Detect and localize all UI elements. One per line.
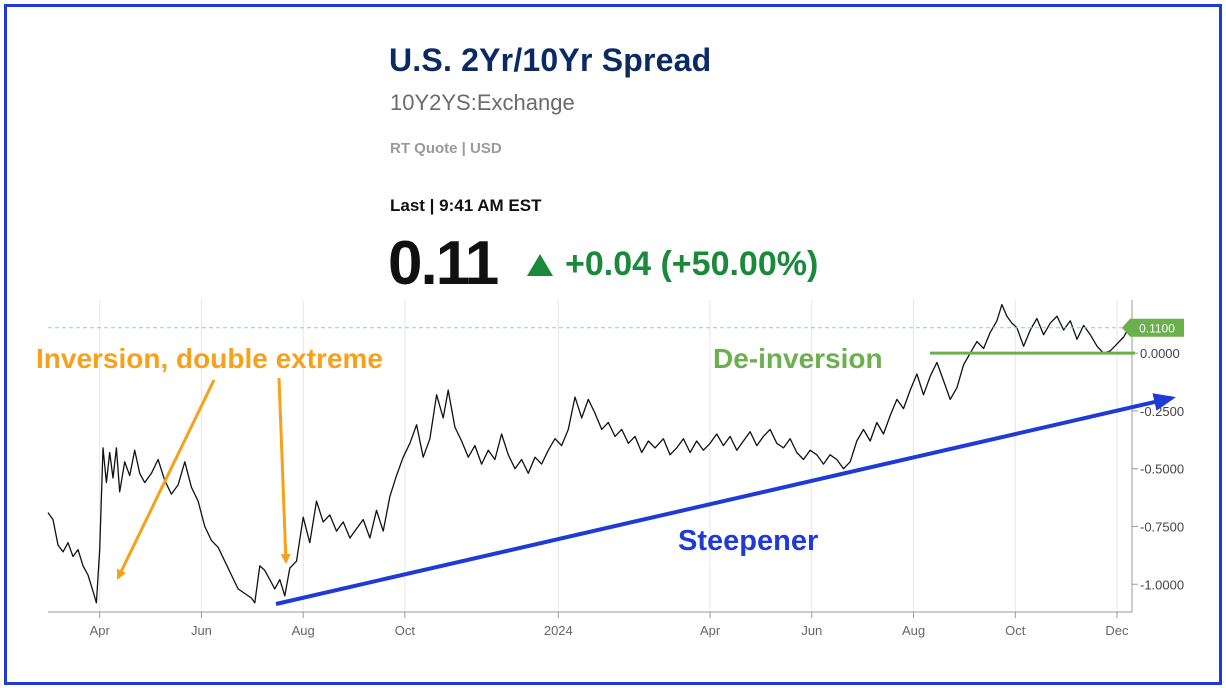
steepener-label: Steepener <box>678 525 818 557</box>
x-tick-label: Apr <box>700 623 721 638</box>
x-tick-label: Aug <box>292 623 315 638</box>
x-tick-label: Jun <box>191 623 212 638</box>
y-tick-label: -0.5000 <box>1140 462 1184 477</box>
x-tick-label: Oct <box>395 623 416 638</box>
chart-series <box>47 303 1130 604</box>
x-tick-label: Oct <box>1005 623 1026 638</box>
quote-info: RT Quote | USD <box>390 140 502 157</box>
y-tick-label: -0.7500 <box>1140 519 1184 534</box>
price-change-value: +0.04 (+50.00%) <box>565 245 819 283</box>
last-price: 0.11 <box>388 229 499 298</box>
x-tick-label: Jun <box>801 623 822 638</box>
last-update-label: Last | 9:41 AM EST <box>390 196 542 215</box>
y-tick-label: 0.0000 <box>1140 346 1180 361</box>
up-triangle-icon <box>527 253 553 276</box>
spread-series-line <box>47 303 1130 604</box>
image-frame <box>4 4 1222 685</box>
steepener-arrow <box>275 393 1176 606</box>
ticker-symbol: 10Y2YS:Exchange <box>390 90 575 115</box>
chart-annotations: 0.1100 De-inversion Inversion, double extr… <box>36 318 1184 606</box>
current-value-tag <box>1122 318 1184 337</box>
x-tick-label: Apr <box>90 623 111 638</box>
x-tick-label: Dec <box>1105 623 1129 638</box>
y-tick-label: -0.2500 <box>1140 404 1184 419</box>
inversion-arrow-1 <box>116 379 216 580</box>
inversion-label: Inversion, double extreme <box>36 343 383 374</box>
x-tick-label: Aug <box>902 623 925 638</box>
x-tick-label: 2024 <box>544 623 573 638</box>
chart-axes: Apr Jun Aug Oct 2024 Apr Jun Aug Oct Dec 0.0000 -0.… <box>48 300 1184 638</box>
y-tick-label: -1.0000 <box>1140 577 1184 592</box>
page-title: U.S. 2Yr/10Yr Spread <box>389 42 712 78</box>
price-change: +0.04 (+50.00%) <box>527 245 818 284</box>
deinversion-label: De-inversion <box>713 343 883 374</box>
current-value-tag-label: 0.1100 <box>1139 322 1175 336</box>
inversion-arrow-2 <box>277 377 291 564</box>
